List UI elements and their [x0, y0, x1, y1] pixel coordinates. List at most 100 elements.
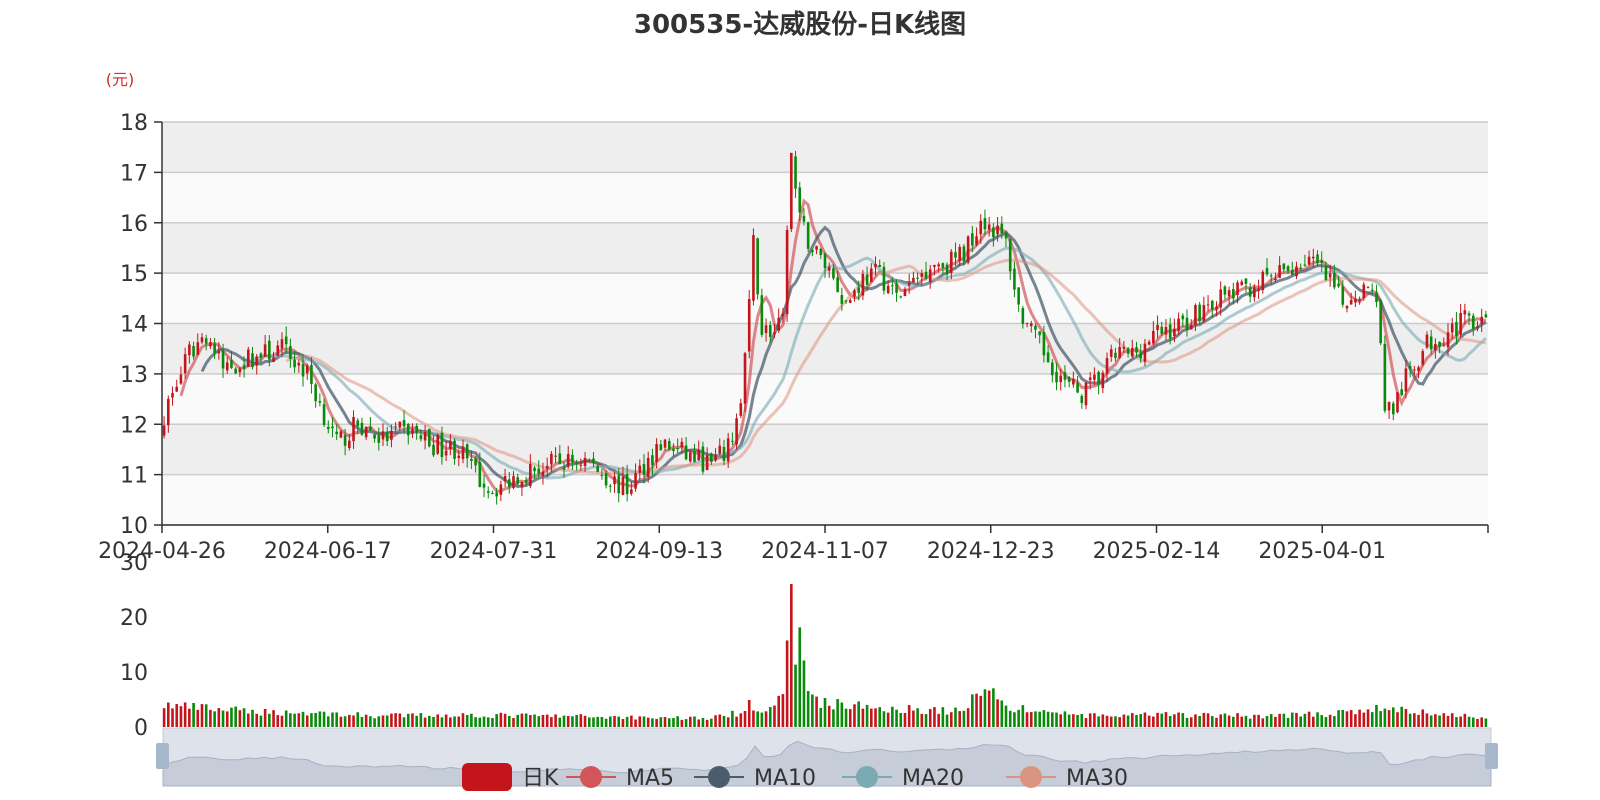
volume-bar: [583, 715, 587, 727]
candle: [533, 467, 536, 472]
candle: [1232, 289, 1235, 299]
volume-bar: [1290, 712, 1294, 727]
volume-bar: [979, 695, 983, 727]
candle: [1354, 298, 1357, 303]
volume-bar: [1434, 714, 1437, 727]
volume-bar: [1396, 712, 1399, 727]
volume-bar: [1202, 712, 1206, 727]
candle: [503, 476, 507, 481]
volume-bar: [878, 707, 882, 727]
ma-line-ma20: [243, 246, 1487, 480]
candle: [537, 468, 541, 475]
volume-bar: [1366, 709, 1370, 727]
volume-bar: [924, 714, 928, 727]
volume-bar: [1181, 713, 1185, 727]
candle: [1438, 341, 1441, 348]
legend-marker-icon: [708, 766, 730, 788]
candle: [331, 426, 334, 429]
volume-bar: [533, 714, 536, 727]
candle: [406, 423, 410, 436]
legend-marker-icon: [580, 766, 602, 788]
volume-bar: [1004, 705, 1008, 727]
candle: [175, 386, 179, 392]
volume-bar: [609, 716, 612, 727]
candle: [1471, 315, 1475, 329]
candle: [1455, 321, 1458, 336]
candle: [432, 444, 435, 456]
ma-line-ma30: [285, 258, 1487, 475]
candle: [756, 238, 759, 295]
candle: [768, 324, 772, 337]
candle: [617, 475, 621, 494]
volume-bar: [1261, 718, 1265, 727]
volume-bar: [735, 716, 738, 727]
volume-bar: [1417, 714, 1420, 727]
volume-bar: [1421, 709, 1425, 727]
volume-bar: [457, 716, 461, 727]
volume-bar: [566, 715, 570, 727]
candle: [1408, 366, 1412, 369]
volume-bar: [1484, 718, 1488, 727]
candle: [1223, 286, 1227, 295]
candle: [971, 233, 974, 246]
volume-bar: [811, 694, 814, 727]
volume-bar: [1088, 713, 1092, 727]
candle: [1139, 353, 1143, 359]
y-tick-label: 13: [120, 363, 148, 388]
x-tick-label: 2024-09-13: [595, 539, 723, 564]
volume-bar: [1282, 713, 1286, 727]
volume-bar: [1051, 712, 1054, 727]
volume-bar: [718, 714, 722, 727]
volume-bar: [764, 711, 768, 727]
candle: [1257, 289, 1260, 292]
legend-item-k: 日K: [522, 766, 559, 791]
volume-bar: [726, 717, 730, 727]
volume-bar: [449, 717, 452, 727]
volume-bar: [676, 716, 679, 727]
candle: [545, 465, 549, 469]
candle: [457, 455, 461, 458]
volume-bar: [440, 717, 444, 727]
volume-bar: [1143, 712, 1147, 727]
candle: [1400, 389, 1404, 396]
candle: [360, 422, 364, 435]
candle: [1358, 298, 1361, 301]
candle: [592, 458, 595, 464]
candle: [246, 349, 250, 367]
volume-bar: [1324, 717, 1328, 727]
candle: [204, 338, 208, 344]
candle: [773, 332, 776, 335]
candle: [836, 277, 839, 293]
volume-bar: [827, 705, 831, 727]
volume-bar: [322, 711, 326, 727]
candle: [1215, 306, 1218, 310]
candle: [1311, 256, 1315, 259]
volume-bar: [183, 702, 187, 727]
volume-bar: [836, 699, 839, 727]
date-axis: 2024-04-26 2024-06-17 2024-07-31 2024-09-13…: [98, 524, 1489, 564]
volume-bar: [790, 584, 793, 727]
candle: [289, 346, 292, 359]
volume-bar: [975, 693, 978, 727]
datazoom-slider[interactable]: [156, 727, 1498, 787]
datazoom-handle-right[interactable]: [1485, 743, 1498, 769]
candle: [1370, 289, 1374, 291]
volume-bar: [1147, 715, 1151, 727]
volume-bar: [305, 715, 309, 727]
x-tick-label: 2024-12-23: [927, 539, 1055, 564]
volume-bar: [853, 704, 856, 727]
datazoom-handle-left[interactable]: [156, 743, 169, 769]
volume-bar: [1286, 717, 1290, 727]
candle: [1084, 382, 1088, 406]
candle: [529, 464, 532, 487]
price-band: [162, 323, 1488, 374]
volume-bar: [869, 708, 873, 727]
volume-bar: [259, 715, 263, 727]
volume-bar: [966, 708, 970, 727]
candle: [167, 398, 170, 426]
candle: [625, 473, 629, 495]
volume-bar: [621, 719, 625, 727]
volume-bar: [1227, 715, 1231, 727]
volume-bar: [179, 706, 183, 727]
candle: [419, 435, 423, 440]
